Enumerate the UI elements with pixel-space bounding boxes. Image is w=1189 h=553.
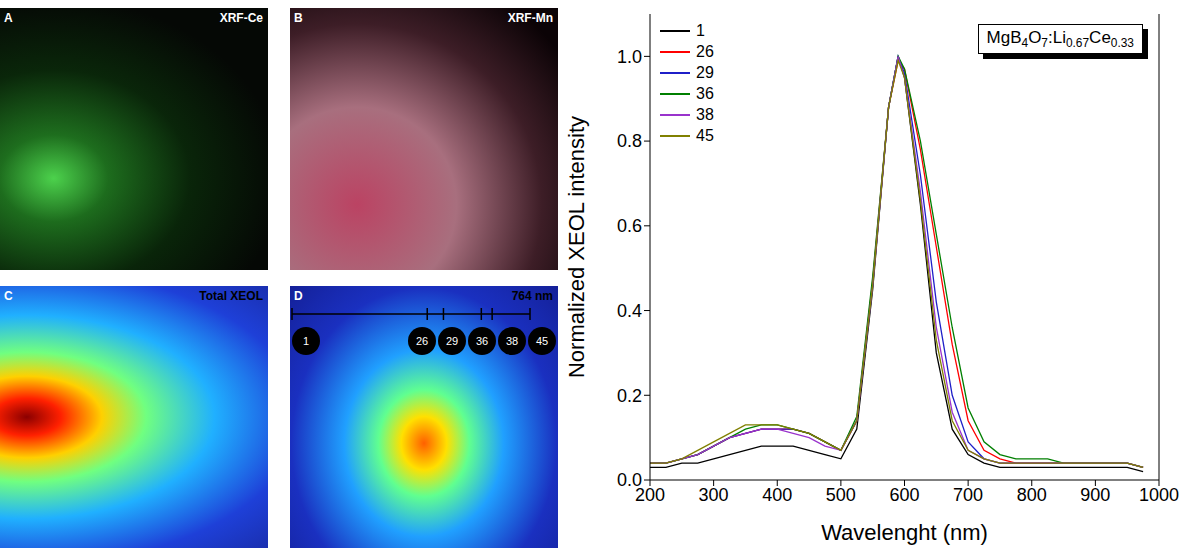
svg-text:Normalized XEOL intensity: Normalized XEOL intensity [564,116,589,378]
svg-text:300: 300 [699,485,729,505]
svg-text:36: 36 [476,335,488,347]
svg-text:1.0: 1.0 [617,47,642,67]
svg-text:29: 29 [446,335,458,347]
html-text:26: 26 [696,43,714,60]
html-text:C: C [4,289,13,303]
svg-text:0.8: 0.8 [617,131,642,151]
svg-text:900: 900 [1080,485,1110,505]
html-text:B: B [294,11,303,25]
svg-text:200: 200 [635,484,665,505]
svg-text:26: 26 [416,335,428,347]
html-text:45: 45 [696,127,714,144]
svg-text:38: 38 [506,335,518,347]
svg-text:500: 500 [826,485,856,505]
svg-text:0.4: 0.4 [617,301,642,321]
svg-text:Wavelenght (nm): Wavelenght (nm) [821,520,988,545]
html-text:764 nm: 764 nm [511,289,553,303]
svg-text:400: 400 [762,485,792,505]
svg-text:600: 600 [889,485,919,505]
svg-text:1: 1 [303,335,309,347]
svg-text:0.6: 0.6 [617,216,642,236]
html-text:A: A [4,11,13,25]
html-text:MgB4O7:Li0.67Ce0.33: MgB4O7:Li0.67Ce0.33 [986,28,1134,51]
svg-text:0.2: 0.2 [617,386,642,406]
svg-text:0.0: 0.0 [617,470,642,490]
html-text:XRF-Mn: XRF-Mn [507,11,553,25]
html-text:Total XEOL: Total XEOL [199,289,263,303]
svg-text:45: 45 [536,335,548,347]
html-text:1: 1 [696,22,705,39]
svg-text:700: 700 [953,485,983,505]
svg-text:1000: 1000 [1139,485,1179,505]
html-text:XRF-Ce: XRF-Ce [219,11,263,25]
html-text:D: D [294,289,303,303]
svg-text:800: 800 [1017,485,1047,505]
html-text:38: 38 [696,106,714,123]
html-text:36: 36 [696,85,714,102]
html-text:29: 29 [696,64,714,81]
